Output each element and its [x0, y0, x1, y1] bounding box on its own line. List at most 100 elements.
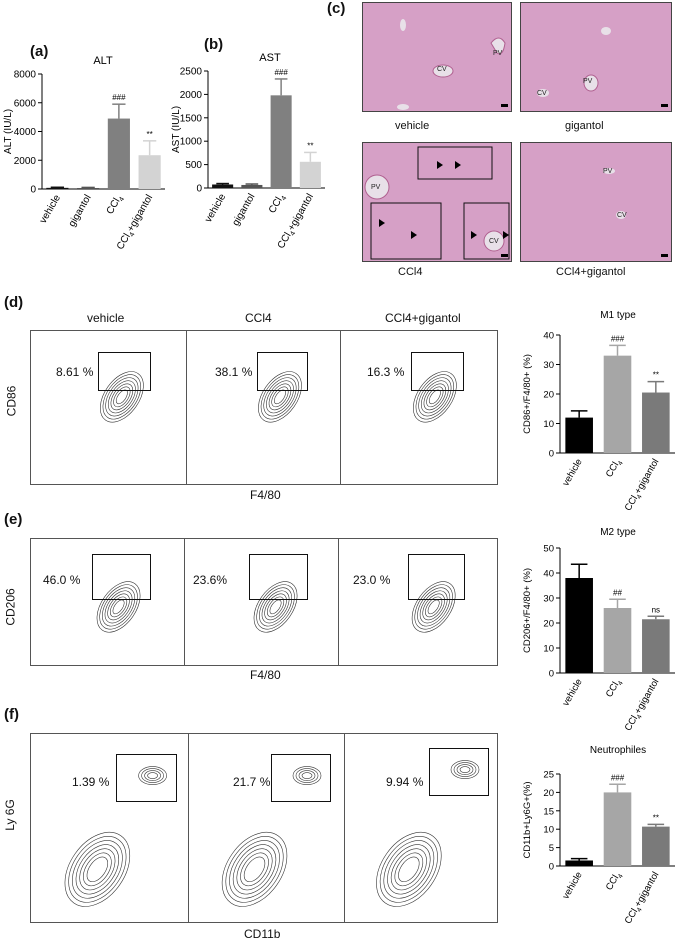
x-tick-label: gigantol — [230, 192, 257, 228]
bar — [299, 161, 321, 188]
contour-line — [426, 386, 444, 408]
contour-line — [256, 584, 295, 630]
y-tick-label: 30 — [543, 360, 554, 371]
chart-title: ALT — [93, 55, 113, 67]
histology-gigantol-image: PV CV — [520, 2, 672, 112]
cv-label: CV — [489, 238, 499, 245]
m2-bar-chart: M2 type CD206+/F4/80+ (%) 0 10 20 30 40 50 vehic… — [522, 527, 675, 734]
gate-box — [429, 748, 489, 796]
contour-line — [390, 848, 427, 891]
gate-box — [249, 554, 308, 600]
y-tick-label: 10 — [543, 644, 554, 655]
gate-percent: 1.39 % — [72, 775, 110, 789]
flow-ylabel-ly6g: Ly 6G — [2, 799, 17, 831]
contour-line — [413, 371, 457, 423]
contour-line — [266, 596, 285, 618]
contour-line — [232, 844, 277, 895]
flow-plot-e-vehicle: 46.0 % — [30, 538, 186, 666]
histology-caption-ccl4: CCl4 — [398, 266, 423, 278]
flow-plot-d-ccl4-gigantol: 16.3 % — [340, 330, 498, 485]
contour-line — [112, 599, 125, 615]
y-tick-label: 4000 — [14, 127, 37, 138]
arrowhead-icon — [411, 231, 417, 239]
bar — [642, 392, 670, 453]
bar — [603, 355, 632, 453]
gate-box — [116, 754, 177, 802]
contour-line — [96, 581, 141, 633]
bar — [603, 608, 632, 673]
pv-label: PV — [583, 78, 593, 85]
x-tick-label: CCl4 — [604, 870, 625, 894]
contour-line — [394, 852, 424, 887]
y-axis-label: CD11b+Ly6G+(%) — [522, 781, 533, 858]
bar — [642, 826, 670, 866]
y-tick-label: 0 — [549, 449, 554, 460]
scale-bar — [661, 254, 668, 257]
significance-label: ** — [307, 141, 313, 150]
y-tick-label: 30 — [543, 594, 554, 605]
x-tick-label: CCl4 — [604, 457, 625, 481]
significance-label: ns — [652, 605, 660, 614]
flow-plot-e-ccl4-gigantol: 23.0 % — [338, 538, 498, 666]
contour-line — [427, 599, 440, 615]
gate-percent: 9.94 % — [386, 775, 424, 789]
contour-line — [268, 383, 292, 411]
y-tick-label: 1000 — [180, 137, 203, 148]
contour-line — [110, 383, 134, 411]
m1-bar-chart: M1 type CD86+/F4/80+ (%) 0 10 20 30 40 vehicle #… — [522, 310, 675, 514]
contour-line — [261, 590, 290, 624]
contour-line — [99, 584, 138, 630]
bar — [565, 860, 593, 866]
gate-percent: 23.0 % — [353, 573, 391, 587]
contour-line — [221, 832, 288, 907]
significance-label: ### — [611, 334, 625, 343]
x-tick-label: CCl4+gigantol — [623, 677, 663, 734]
contour-line — [147, 772, 158, 779]
bar — [603, 792, 632, 866]
scale-bar — [501, 254, 508, 257]
flow-plot-e-ccl4: 23.6% — [184, 538, 340, 666]
necrosis-box — [417, 146, 493, 180]
contour-line — [100, 371, 144, 423]
contour-line — [138, 766, 167, 785]
contour-line — [72, 840, 123, 899]
x-tick-label: vehicle — [203, 192, 228, 225]
bar — [642, 619, 670, 673]
contour-line — [83, 852, 112, 887]
contour-line — [225, 836, 284, 903]
flow-column-ccl4: CCl4 — [245, 311, 272, 325]
contour-line — [86, 856, 109, 883]
contour-line — [271, 386, 289, 408]
gate-percent: 23.6% — [193, 573, 228, 587]
x-tick-label: vehicle — [38, 193, 63, 226]
bar — [241, 184, 263, 188]
y-tick-label: 0 — [549, 862, 554, 873]
contour-line — [419, 590, 448, 624]
gate-box — [271, 754, 331, 802]
y-axis-label: AST (IU/L) — [171, 106, 182, 153]
y-tick-label: 0 — [549, 669, 554, 680]
pv-label: PV — [603, 168, 613, 175]
significance-label: ** — [653, 813, 659, 822]
contour-line — [418, 377, 452, 417]
flow-xlabel-cd11b: CD11b — [244, 927, 281, 941]
gate-box — [257, 352, 308, 391]
contour-line — [68, 836, 127, 903]
y-axis-label: CD206+/F4/80+ (%) — [522, 568, 533, 653]
flow-plot-f-ccl4: 21.7 % — [188, 733, 346, 923]
contour-line — [298, 770, 316, 781]
y-tick-label: 500 — [185, 160, 202, 171]
pv-label: PV — [493, 50, 503, 57]
flow-plot-d-vehicle: 8.61 % — [30, 330, 188, 485]
histology-caption-vehicle: vehicle — [395, 120, 430, 132]
significance-label: ** — [653, 371, 659, 380]
contour-line — [113, 386, 131, 408]
gate-percent: 46.0 % — [43, 573, 81, 587]
x-tick-label: vehicle — [560, 677, 584, 708]
neutrophil-bar-chart: Neutrophiles CD11b+Ly6G+(%) 0 5 10 15 20 25 vehi… — [522, 745, 675, 927]
arrowhead-icon — [471, 231, 477, 239]
alt-bar-chart: ALT ALT (IU/L) 0 2000 4000 6000 8000 vehicle gig… — [3, 55, 165, 253]
x-tick-label: CCl4 — [604, 677, 625, 701]
y-tick-label: 0 — [196, 184, 202, 195]
contour-line — [260, 374, 300, 420]
